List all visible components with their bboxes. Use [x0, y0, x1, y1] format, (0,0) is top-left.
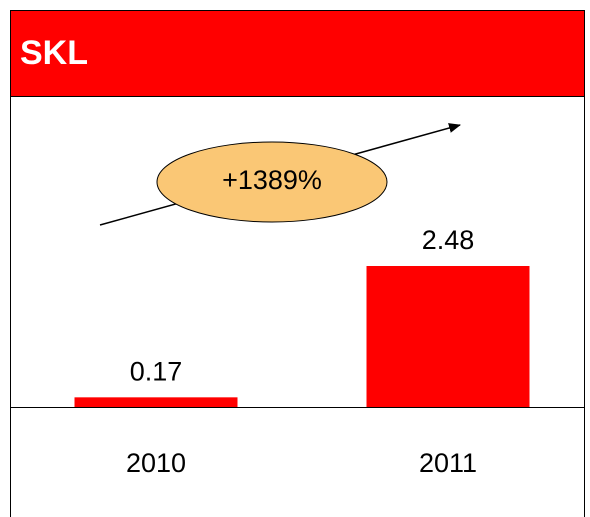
- header: [10, 10, 585, 97]
- x-tick-label: 2011: [419, 448, 477, 478]
- chart-title: SKL: [20, 34, 88, 72]
- value-label: 0.17: [130, 356, 183, 386]
- annotation: +1389%: [222, 165, 322, 195]
- x-tick-label: 2010: [126, 448, 186, 478]
- value-label: 2.48: [422, 225, 475, 255]
- bar: [74, 397, 238, 407]
- bar: [366, 266, 530, 407]
- annotation-bubble: [156, 141, 388, 223]
